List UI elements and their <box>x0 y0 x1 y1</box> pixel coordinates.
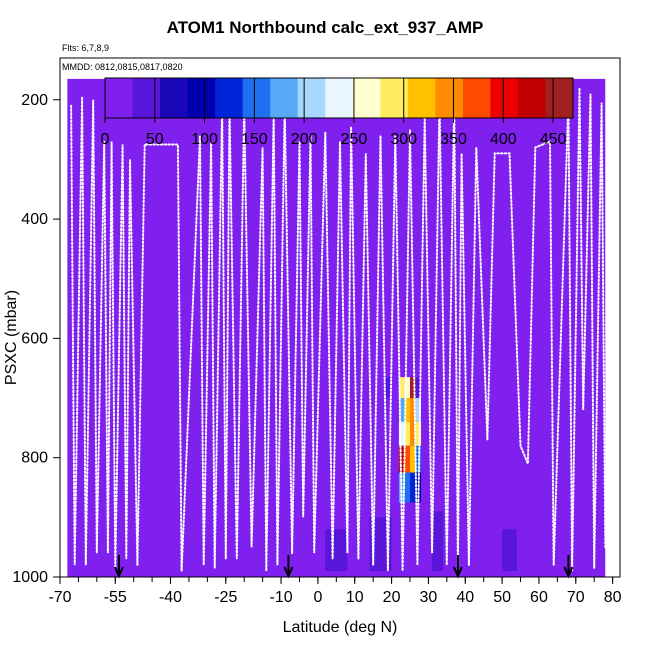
heatmap-cell <box>163 505 178 542</box>
heatmap-cell <box>415 398 422 422</box>
colorbar-tick-label: 150 <box>241 131 268 148</box>
x-axis-label: Latitude (deg N) <box>283 619 398 636</box>
heatmap-cell <box>553 207 569 231</box>
x-tick-label: 30 <box>420 589 438 606</box>
heatmap-cell <box>325 529 348 572</box>
plot-frame <box>59 57 621 578</box>
colorbar-segment <box>490 78 519 118</box>
heatmap-cell <box>410 472 416 503</box>
heatmap-cell <box>404 445 410 473</box>
heatmap-cell <box>421 377 436 425</box>
colorbar: 0 50 100 150 200 250 300 350 400 450 <box>101 77 574 148</box>
heatmap-cell <box>369 517 392 572</box>
heatmap-cell <box>415 472 422 503</box>
heatmap-cell <box>89 505 112 572</box>
heatmap-cell <box>384 377 392 399</box>
colorbar-segment <box>352 78 381 118</box>
colorbar-segment <box>187 78 216 118</box>
chart-subtitle-flights: Flts: 6,7,8,9 <box>62 43 110 53</box>
x-tick-label: 40 <box>456 589 474 606</box>
y-tick-label: 800 <box>21 450 48 467</box>
colorbar-segment <box>242 78 271 118</box>
colorbar-tick-label: 200 <box>291 131 318 148</box>
flight-tracks <box>70 87 607 572</box>
chart-subtitle-dates: MMDD: 0812,0815,0817,0820 <box>62 62 183 72</box>
x-tick-label: -55 <box>104 589 127 606</box>
y-axis-label: PSXC (mbar) <box>3 290 20 385</box>
colorbar-tick-label: 250 <box>341 131 368 148</box>
arrow-head <box>114 566 124 579</box>
arrow-head <box>283 566 294 579</box>
heatmap-cell <box>404 472 410 503</box>
y-tick-label: 1000 <box>12 569 48 586</box>
y-tick-label: 200 <box>21 92 48 109</box>
colorbar-segment <box>105 78 134 118</box>
x-tick-label: 50 <box>493 589 511 606</box>
heatmap-cell <box>415 377 422 399</box>
colorbar-segment <box>517 78 546 118</box>
y-axis: 200 400 600 800 1000 <box>12 92 60 586</box>
bottom-arrows <box>114 555 574 579</box>
x-tick-label: -10 <box>269 589 292 606</box>
heatmap-cell <box>398 445 405 473</box>
x-tick-label: 20 <box>383 589 401 606</box>
colorbar-frame <box>104 77 574 119</box>
x-tick-label: 0 <box>313 589 322 606</box>
colorbar-tick-label: 350 <box>440 131 467 148</box>
x-tick-label: -25 <box>214 589 237 606</box>
heatmap-cell <box>404 421 410 446</box>
x-tick-label: 70 <box>567 589 585 606</box>
colorbar-segment <box>270 78 299 118</box>
colorbar-tick-label: 400 <box>490 131 517 148</box>
heatmap-cell <box>502 529 517 572</box>
colorbar-tick-label: 450 <box>540 131 567 148</box>
data-extent <box>67 78 606 578</box>
heatmap-cell <box>524 398 547 458</box>
colorbar-segment <box>462 78 491 118</box>
heatmap-cell <box>404 377 410 399</box>
heatmap-cell <box>465 469 488 530</box>
colorbar-segment <box>297 78 326 118</box>
flight-track <box>70 87 607 572</box>
colorbar-tick-label: 300 <box>390 131 417 148</box>
arrow-head <box>563 566 574 579</box>
x-tick-label: -40 <box>159 589 182 606</box>
heatmap-cell <box>410 445 416 473</box>
x-tick-label: 10 <box>346 589 364 606</box>
colorbar-segment <box>407 78 436 118</box>
plot-background <box>67 78 606 578</box>
heatmap-cell <box>404 398 410 422</box>
colorbar-segment <box>545 78 574 118</box>
heatmap-cell <box>398 398 405 422</box>
heatmap-cell <box>415 421 422 446</box>
colorbar-segment <box>325 78 354 118</box>
x-tick-label: 60 <box>530 589 548 606</box>
x-axis: -70 -55 -40 -25 -10 0 10 20 30 40 50 60 70 80 <box>48 577 622 606</box>
heatmap-cell <box>410 398 416 422</box>
colorbar-tick-label: 0 <box>101 131 110 148</box>
colorbar-segment <box>132 78 161 118</box>
y-tick-label: 600 <box>21 330 48 347</box>
x-tick-label: -70 <box>48 589 71 606</box>
heatmap-cell <box>410 421 416 446</box>
heatmap-cell <box>354 457 370 506</box>
y-tick-label: 400 <box>21 211 48 228</box>
colorbar-tick-label: 100 <box>191 131 218 148</box>
chart-title: ATOM1 Northbound calc_ext_937_AMP <box>166 18 484 37</box>
heatmap-cell <box>398 421 405 446</box>
arrow-head <box>452 566 463 579</box>
heatmap-cell <box>432 511 444 572</box>
colorbar-segment <box>435 78 464 118</box>
heatmap-cell <box>410 377 416 399</box>
colorbar-tick-label: 50 <box>146 131 164 148</box>
colorbar-segment <box>215 78 244 118</box>
heatmap-cell <box>398 377 405 399</box>
colorbar-segment <box>160 78 189 118</box>
x-tick-label: 80 <box>604 589 622 606</box>
